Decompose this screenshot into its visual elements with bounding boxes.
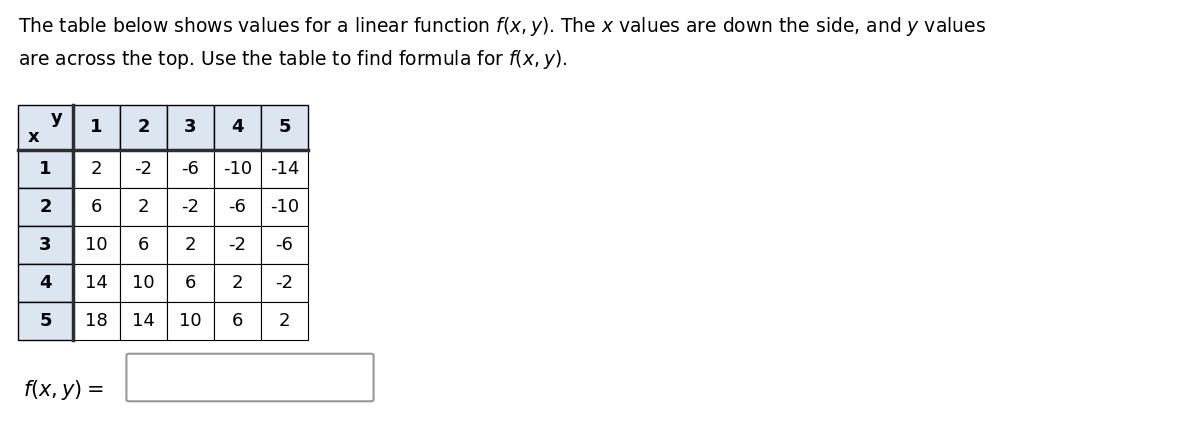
Text: -2: -2	[228, 236, 246, 254]
Bar	[73, 150, 120, 188]
FancyBboxPatch shape	[127, 354, 374, 401]
Text: $f(x, y) =$: $f(x, y) =$	[23, 378, 104, 402]
Bar	[167, 105, 214, 150]
Bar	[167, 188, 214, 226]
Text: 3: 3	[184, 119, 197, 137]
Bar	[18, 188, 73, 226]
Text: 2: 2	[91, 160, 103, 178]
Bar	[167, 150, 214, 188]
Text: 2: 2	[185, 236, 196, 254]
Text: -6: -6	[182, 160, 200, 178]
Text: 5: 5	[39, 312, 51, 330]
Text: -10: -10	[270, 198, 299, 216]
Text: 10: 10	[133, 274, 155, 292]
Bar	[214, 226, 261, 264]
Text: 10: 10	[85, 236, 108, 254]
Text: 6: 6	[185, 274, 196, 292]
Text: -10: -10	[223, 160, 252, 178]
Text: -6: -6	[276, 236, 294, 254]
Bar	[73, 264, 120, 302]
Bar	[261, 264, 308, 302]
Text: -2: -2	[276, 274, 294, 292]
Text: 1: 1	[91, 119, 103, 137]
Text: 18: 18	[85, 312, 108, 330]
Bar	[120, 105, 167, 150]
Text: 2: 2	[278, 312, 290, 330]
Bar	[214, 105, 261, 150]
Bar	[261, 302, 308, 340]
Bar	[120, 302, 167, 340]
Bar	[214, 264, 261, 302]
Text: 6: 6	[232, 312, 244, 330]
Bar	[18, 226, 73, 264]
Bar	[73, 188, 120, 226]
Bar	[214, 302, 261, 340]
Bar	[18, 302, 73, 340]
Bar	[214, 188, 261, 226]
Text: 14: 14	[133, 312, 155, 330]
Text: -2: -2	[135, 160, 153, 178]
Text: 3: 3	[39, 236, 51, 254]
Text: 14: 14	[85, 274, 108, 292]
Text: 4: 4	[232, 119, 244, 137]
Bar	[261, 188, 308, 226]
Bar	[120, 226, 167, 264]
Text: 2: 2	[232, 274, 244, 292]
Text: 1: 1	[39, 160, 51, 178]
Text: -6: -6	[228, 198, 246, 216]
Text: The table below shows values for a linear function $f(x, y)$. The $x$ values are: The table below shows values for a linea…	[18, 15, 986, 38]
Text: -14: -14	[270, 160, 299, 178]
Bar	[120, 150, 167, 188]
Text: x: x	[27, 128, 39, 146]
Bar	[167, 226, 214, 264]
Bar	[73, 226, 120, 264]
Text: 6: 6	[137, 236, 149, 254]
Bar	[167, 264, 214, 302]
Bar	[120, 264, 167, 302]
Text: 2: 2	[137, 119, 149, 137]
Text: y: y	[50, 109, 62, 127]
Bar	[18, 105, 73, 150]
Text: 6: 6	[91, 198, 103, 216]
Bar	[18, 264, 73, 302]
Bar	[73, 302, 120, 340]
Text: 2: 2	[39, 198, 51, 216]
Text: 10: 10	[179, 312, 202, 330]
Bar	[261, 226, 308, 264]
Text: 2: 2	[137, 198, 149, 216]
Text: 4: 4	[39, 274, 51, 292]
Text: -2: -2	[182, 198, 200, 216]
Text: are across the top. Use the table to find formula for $f(x, y)$.: are across the top. Use the table to fin…	[18, 48, 568, 71]
Text: 5: 5	[278, 119, 290, 137]
Bar	[167, 302, 214, 340]
Bar	[261, 150, 308, 188]
Bar	[18, 150, 73, 188]
Bar	[120, 188, 167, 226]
Bar	[214, 150, 261, 188]
Bar	[261, 105, 308, 150]
Bar	[73, 105, 120, 150]
